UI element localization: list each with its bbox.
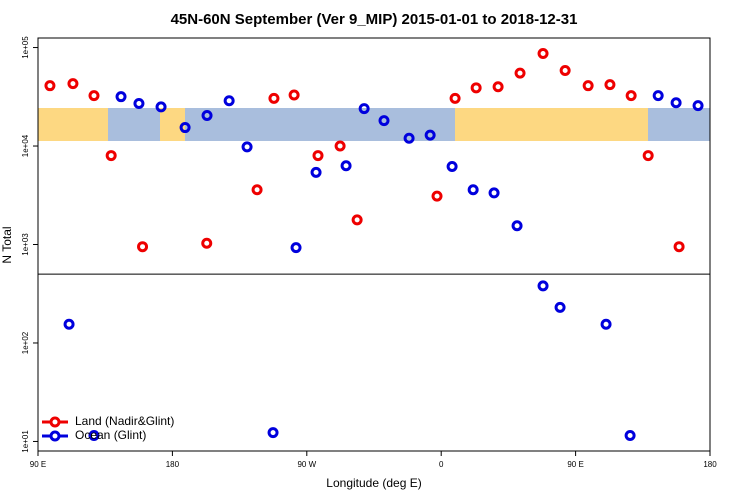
point xyxy=(652,90,664,102)
legend-label: Land (Nadir&Glint) xyxy=(75,414,174,428)
point xyxy=(492,81,504,93)
point xyxy=(88,429,100,441)
point xyxy=(358,103,370,115)
point xyxy=(137,241,149,253)
point xyxy=(267,427,279,439)
point xyxy=(223,95,235,107)
point xyxy=(241,141,253,153)
point xyxy=(179,122,191,134)
y-tick-label: 1e+01 xyxy=(21,430,30,453)
point xyxy=(334,140,346,152)
point xyxy=(673,241,685,253)
x-axis-label: Longitude (deg E) xyxy=(326,476,421,490)
point xyxy=(340,160,352,172)
point xyxy=(670,97,682,109)
point xyxy=(312,150,324,162)
point xyxy=(63,318,75,330)
x-tick-label: 90 W xyxy=(297,460,316,469)
map-land xyxy=(185,108,455,141)
x-tick-label: 0 xyxy=(439,460,444,469)
point xyxy=(310,166,322,178)
legend-marker xyxy=(49,416,61,428)
point xyxy=(351,214,363,226)
point xyxy=(133,98,145,110)
y-tick-label: 1e+03 xyxy=(21,233,30,256)
point xyxy=(511,220,523,232)
point xyxy=(624,429,636,441)
point xyxy=(251,184,263,196)
point xyxy=(155,101,167,113)
legend-marker xyxy=(49,430,61,442)
chart-title: 45N-60N September (Ver 9_MIP) 2015-01-01… xyxy=(171,11,578,28)
point xyxy=(446,160,458,172)
point xyxy=(67,78,79,90)
map-land xyxy=(108,108,160,141)
point xyxy=(559,64,571,76)
x-tick-label: 180 xyxy=(703,460,717,469)
y-tick-label: 1e+02 xyxy=(21,331,30,354)
point xyxy=(288,89,300,101)
point xyxy=(514,67,526,79)
point xyxy=(554,301,566,313)
point xyxy=(431,190,443,202)
point xyxy=(403,132,415,144)
map-land xyxy=(648,108,710,141)
point xyxy=(625,90,637,102)
y-axis-label: N Total xyxy=(0,226,14,263)
point xyxy=(449,92,461,104)
point xyxy=(692,100,704,112)
x-tick-label: 90 E xyxy=(30,460,46,469)
point xyxy=(582,80,594,92)
point xyxy=(600,318,612,330)
point xyxy=(488,187,500,199)
point xyxy=(378,115,390,127)
x-tick-label: 90 E xyxy=(567,460,583,469)
point xyxy=(537,280,549,292)
point xyxy=(470,82,482,94)
point xyxy=(290,242,302,254)
point xyxy=(424,129,436,141)
point xyxy=(642,150,654,162)
x-tick-label: 180 xyxy=(166,460,180,469)
point xyxy=(44,80,56,92)
point xyxy=(201,110,213,122)
point xyxy=(537,47,549,59)
point xyxy=(115,91,127,103)
point xyxy=(268,92,280,104)
point xyxy=(467,184,479,196)
y-tick-label: 1e+05 xyxy=(21,36,30,59)
point xyxy=(201,237,213,249)
point xyxy=(88,90,100,102)
y-tick-label: 1e+04 xyxy=(21,134,30,157)
legend-label: Ocean (Glint) xyxy=(75,428,146,442)
point xyxy=(105,150,117,162)
point xyxy=(604,79,616,91)
